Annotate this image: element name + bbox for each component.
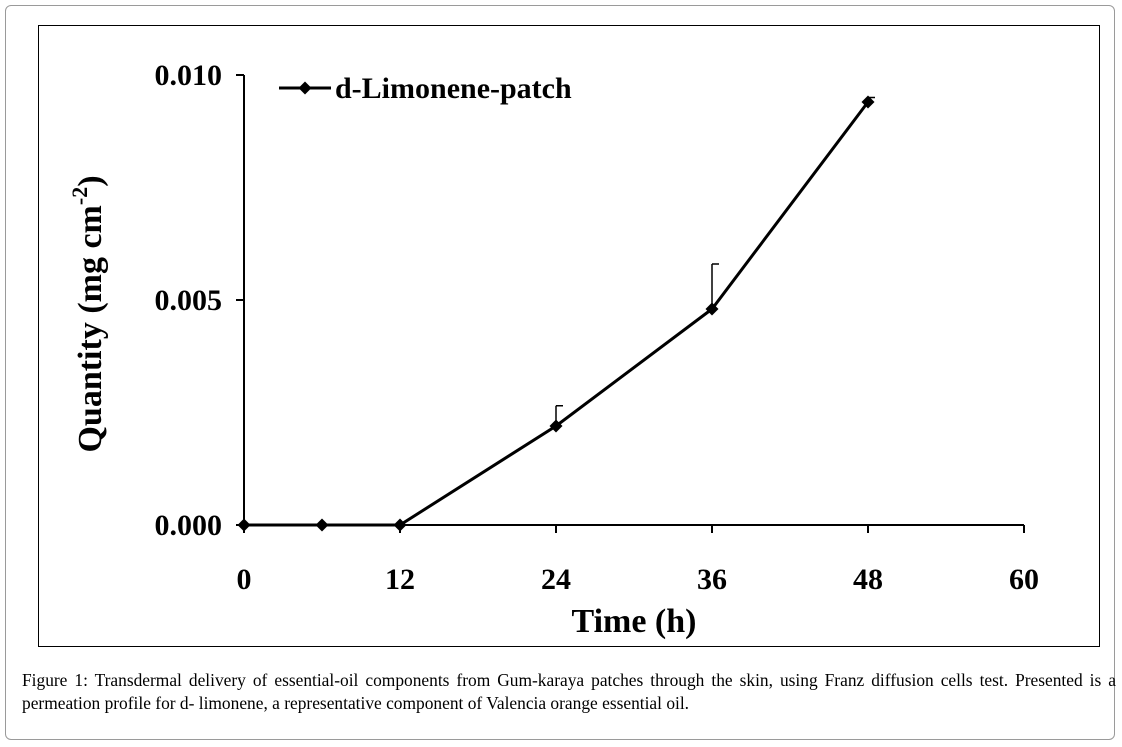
axes [243, 75, 1024, 526]
line-chart: 0 12 24 36 48 60 0.000 0.005 0.010 d-Limonene-pa… [67, 59, 1040, 640]
caption-label: Figure 1: [22, 670, 88, 690]
y-axis-title: Quantity (mg cm-2) [67, 175, 109, 452]
chart-area: 0 12 24 36 48 60 0.000 0.005 0.010 d-Limonene-pa… [38, 25, 1100, 647]
x-tick-label: 60 [1009, 563, 1039, 596]
x-tick-label: 12 [385, 563, 415, 596]
data-point [393, 518, 407, 532]
x-tick-label: 48 [853, 563, 883, 596]
y-axis-title-close: ) [72, 175, 109, 186]
x-tick-label: 36 [697, 563, 727, 596]
figure-caption: Figure 1: Transdermal delivery of essent… [22, 669, 1116, 715]
data-point [705, 302, 719, 316]
legend: d-Limonene-patch [279, 72, 572, 105]
y-tick-label: 0.010 [155, 59, 223, 92]
data-point [549, 419, 563, 433]
series-line [244, 101, 870, 527]
y-tick-label: 0.005 [155, 284, 223, 317]
legend-label: d-Limonene-patch [335, 72, 572, 105]
x-tick-label: 0 [237, 563, 252, 596]
y-axis-title-main: Quantity (mg cm [72, 205, 109, 452]
x-axis-title: Time (h) [572, 603, 697, 640]
legend-marker [298, 81, 312, 95]
data-point [237, 518, 251, 532]
y-axis-title-superscript: -2 [67, 187, 92, 205]
series-group [237, 95, 875, 532]
x-tick-label: 24 [541, 563, 571, 596]
tick-group: 0 12 24 36 48 60 0.000 0.005 0.010 [155, 59, 1040, 596]
data-point [861, 95, 875, 109]
data-point [315, 518, 329, 532]
caption-text: Transdermal delivery of essential-oil co… [22, 670, 1116, 713]
figure-frame: 0 12 24 36 48 60 0.000 0.005 0.010 d-Limonene-pa… [5, 5, 1116, 740]
y-tick-label: 0.000 [155, 509, 223, 542]
